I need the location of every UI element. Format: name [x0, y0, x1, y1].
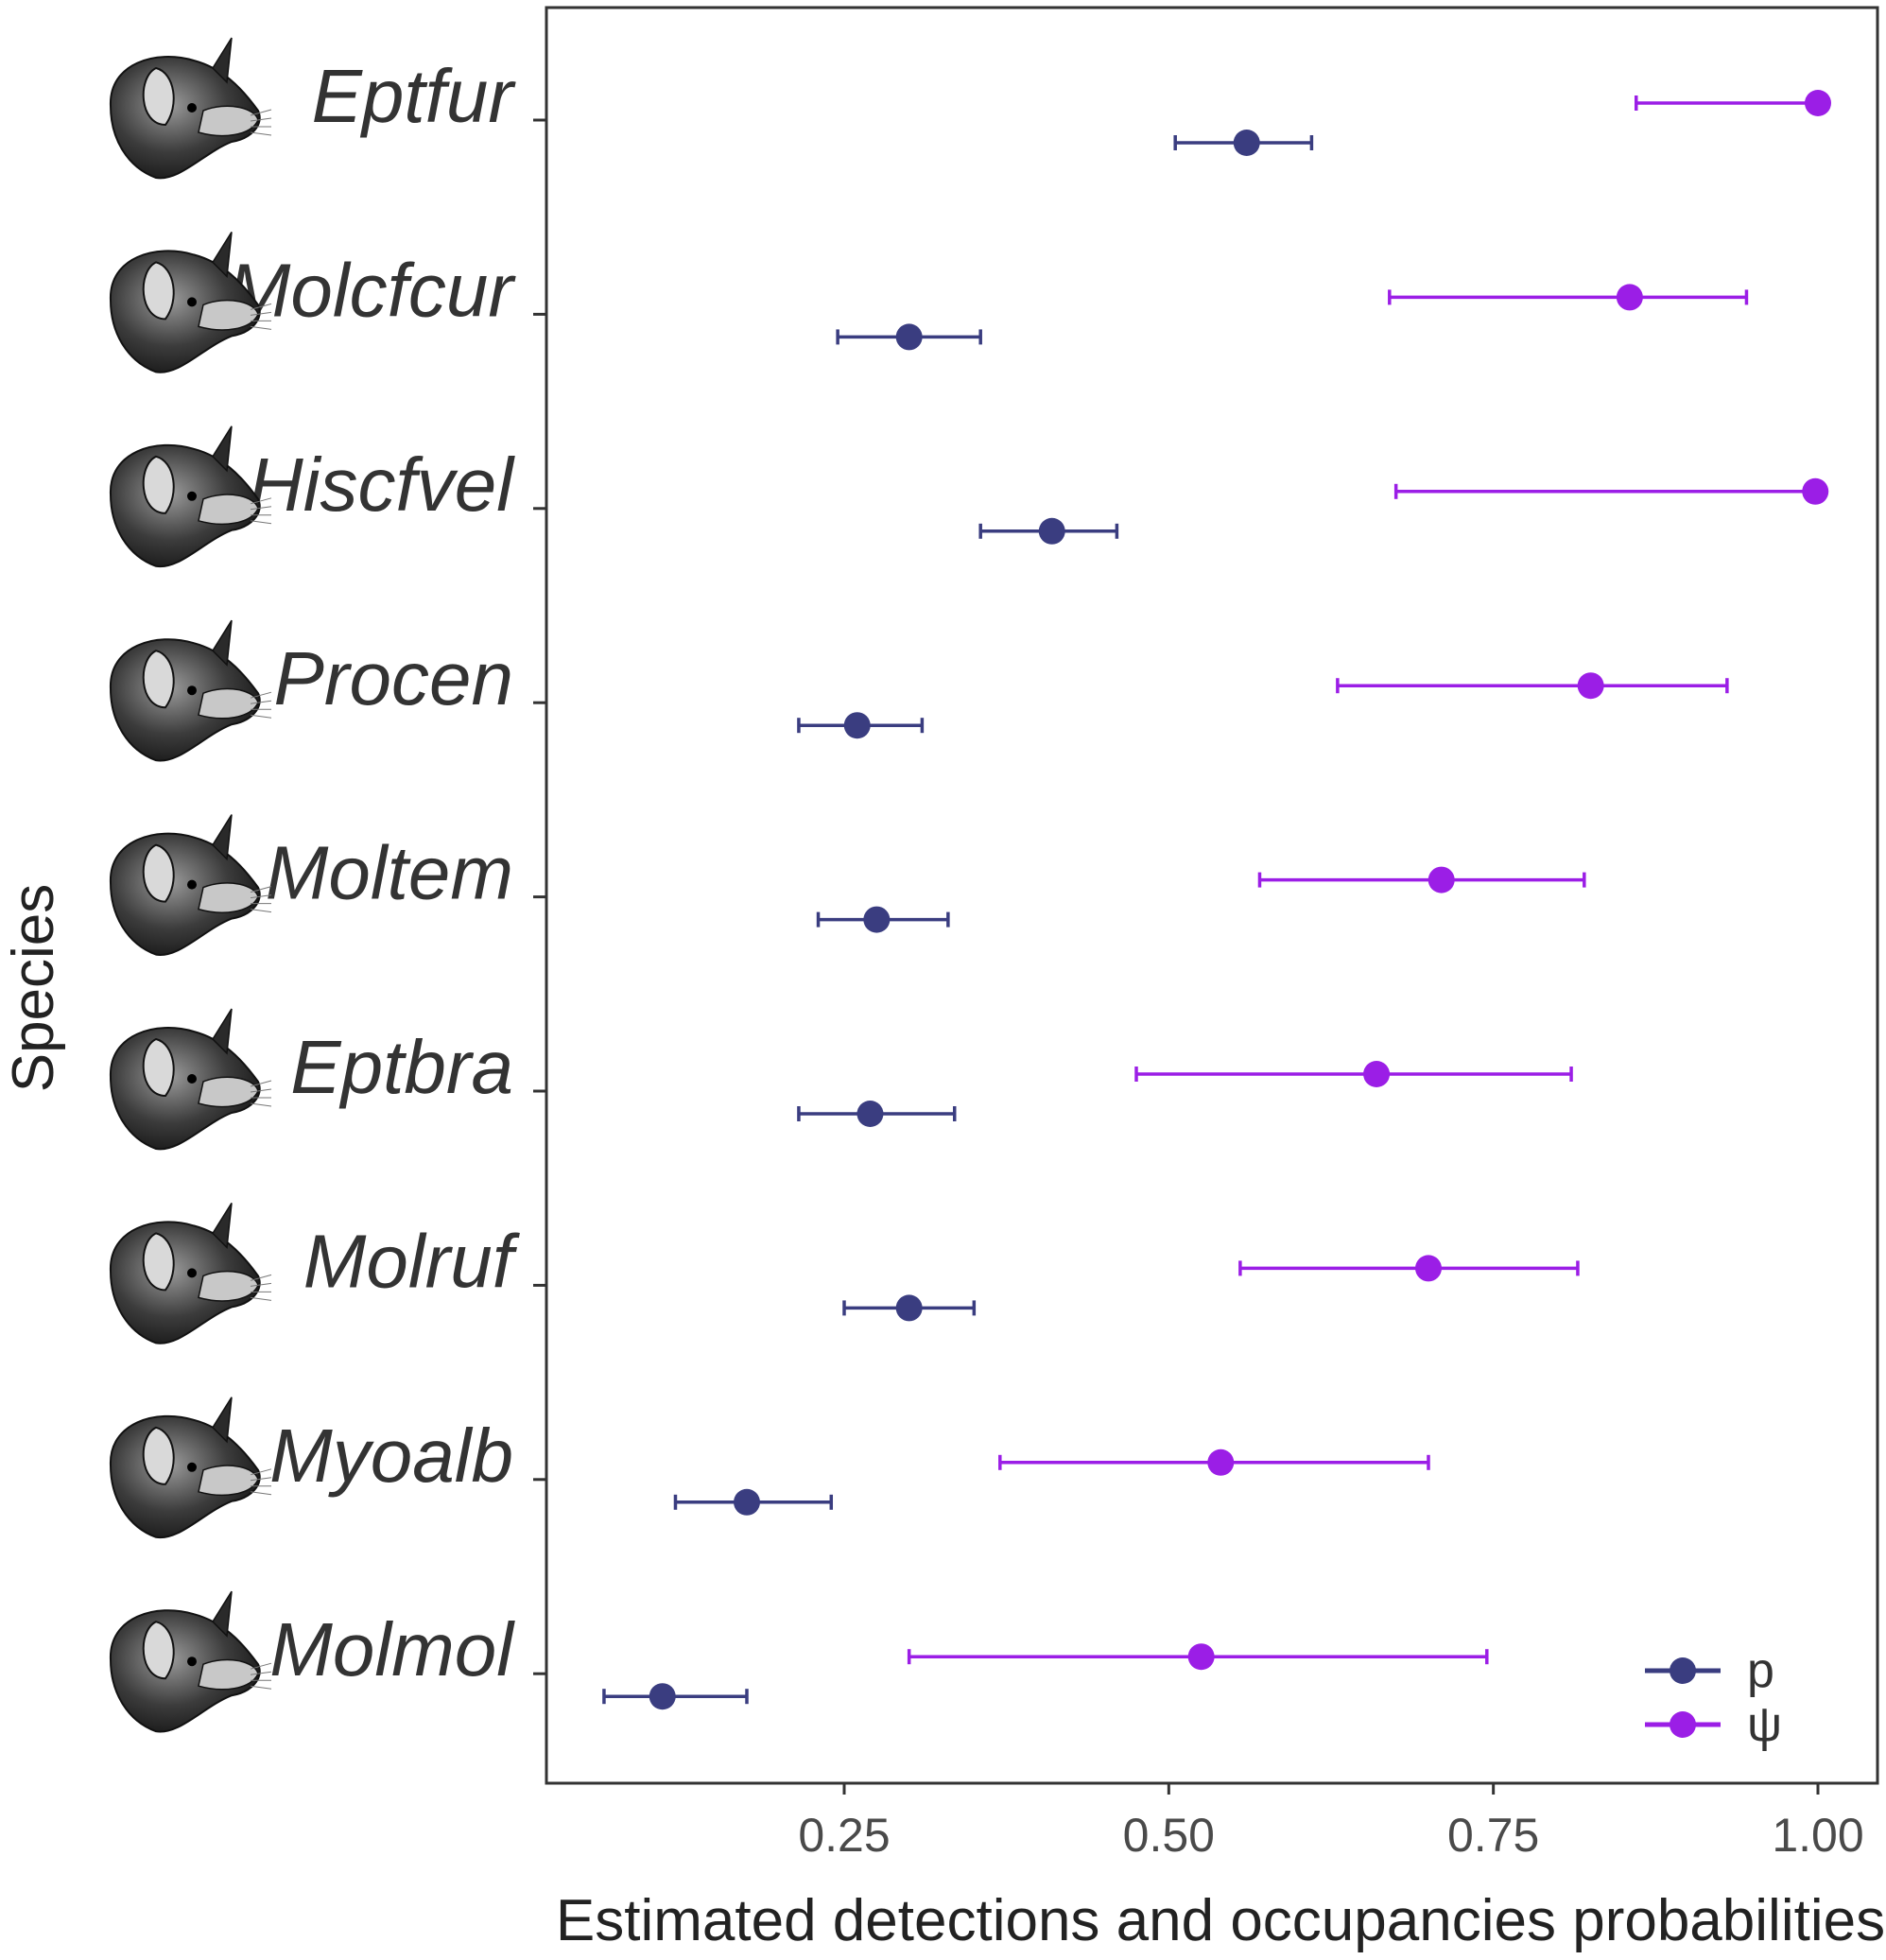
- x-axis-title: Estimated detections and occupancies pro…: [556, 1888, 1885, 1953]
- point-p-hiscfvel: [1038, 517, 1065, 545]
- species-label-eptbra: Eptbra: [290, 1025, 513, 1109]
- point-p-molmol: [649, 1683, 676, 1710]
- point-psi-eptfur: [1805, 90, 1831, 116]
- point-p-procen: [843, 712, 871, 739]
- point-psi-eptbra: [1363, 1061, 1391, 1087]
- species-label-eptfur: Eptfur: [312, 54, 517, 138]
- x-tick-label: 0.50: [1123, 1809, 1215, 1862]
- plot-panel: [545, 6, 1879, 1785]
- bat-head-moltem-icon: [109, 814, 272, 956]
- x-tick-label: 0.25: [798, 1809, 890, 1862]
- bat-head-eptbra-icon: [109, 1008, 272, 1151]
- point-psi-molcfcur: [1616, 284, 1643, 311]
- error-bar-series: [602, 90, 1831, 1710]
- legend-key-point-psi: [1670, 1711, 1696, 1738]
- point-p-myoalb: [734, 1488, 760, 1516]
- y-axis-title: Species: [1, 884, 66, 1093]
- bat-head-procen-icon: [109, 619, 272, 762]
- point-psi-myoalb: [1207, 1448, 1235, 1476]
- species-label-procen: Procen: [274, 636, 513, 720]
- series-psi: [907, 90, 1831, 1671]
- bat-head-molmol-icon: [109, 1590, 272, 1733]
- species-label-molruf: Molruf: [303, 1219, 521, 1303]
- point-psi-moltem: [1427, 866, 1455, 893]
- species-label-hiscfvel: Hiscfvel: [249, 442, 515, 527]
- legend-label-psi: ψ: [1747, 1697, 1782, 1752]
- x-axis: 0.25 0.50 0.75 1.00: [798, 1783, 1864, 1862]
- point-p-eptbra: [856, 1101, 884, 1127]
- legend-label-p: p: [1747, 1643, 1774, 1698]
- x-tick-label: 1.00: [1772, 1809, 1863, 1862]
- plot-border: [545, 6, 1879, 1785]
- species-label-moltem: Moltem: [266, 831, 513, 915]
- point-psi-molmol: [1187, 1643, 1215, 1671]
- point-p-eptfur: [1233, 130, 1260, 156]
- species-label-molcfcur: Molcfcur: [228, 248, 517, 332]
- bat-head-myoalb-icon: [109, 1396, 272, 1539]
- legend-key-point-p: [1670, 1657, 1696, 1684]
- legend: pψ: [1645, 1643, 1782, 1752]
- bat-head-hiscfvel-icon: [109, 425, 272, 568]
- y-axis: Eptfur Molcfcur Hiscfvel Procen Moltem Eptbra…: [228, 54, 546, 1691]
- point-p-molcfcur: [895, 323, 923, 351]
- bat-head-eptfur-icon: [109, 37, 272, 180]
- point-p-molruf: [895, 1294, 923, 1322]
- point-psi-hiscfvel: [1802, 477, 1829, 505]
- point-psi-procen: [1577, 672, 1604, 700]
- x-tick-label: 0.75: [1447, 1809, 1539, 1862]
- species-illustrations: [109, 37, 272, 1733]
- species-label-myoalb: Myoalb: [269, 1414, 513, 1498]
- point-p-moltem: [863, 906, 891, 933]
- bat-head-molcfcur-icon: [109, 232, 272, 373]
- bat-head-molruf-icon: [109, 1203, 272, 1344]
- species-label-molmol: Molmol: [269, 1607, 515, 1691]
- point-psi-molruf: [1415, 1255, 1442, 1282]
- series-p: [602, 130, 1314, 1710]
